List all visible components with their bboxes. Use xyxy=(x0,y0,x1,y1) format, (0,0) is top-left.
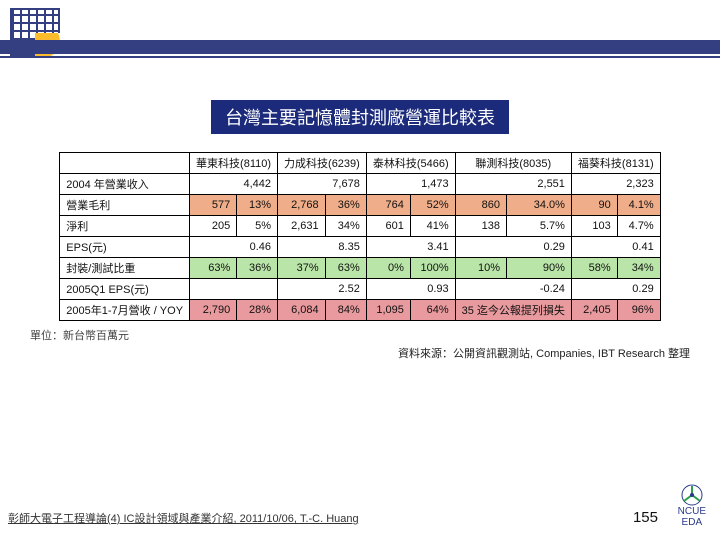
slide-content: 台灣主要記憶體封測廠營運比較表 華東科技(8110)力成科技(6239)泰林科技… xyxy=(0,100,720,361)
table-cell: 28% xyxy=(237,300,278,321)
table-cell: 2,631 xyxy=(278,216,326,237)
table-cell: 36% xyxy=(237,258,278,279)
table-cell: 601 xyxy=(366,216,410,237)
table-cell: 0.41 xyxy=(571,237,660,258)
table-cell: 63% xyxy=(325,258,366,279)
table-cell: 4.1% xyxy=(617,195,660,216)
table-cell: 5% xyxy=(237,216,278,237)
table-cell: 2,790 xyxy=(190,300,237,321)
table-cell: 96% xyxy=(617,300,660,321)
table-cell: 36% xyxy=(325,195,366,216)
table-cell: 64% xyxy=(410,300,455,321)
table-cell: 860 xyxy=(455,195,506,216)
footer: 彰師大電子工程導論(4) IC設計領域與產業介紹, 2011/10/06, T.… xyxy=(0,498,720,528)
table-cell: 2,551 xyxy=(455,174,571,195)
col-header xyxy=(60,153,190,174)
table-cell: 34.0% xyxy=(507,195,572,216)
col-header: 力成科技(6239) xyxy=(278,153,367,174)
page-number: 155 xyxy=(633,509,658,526)
table-cell: 103 xyxy=(571,216,617,237)
table-cell: 2.52 xyxy=(278,279,367,300)
row-label: 封裝/測試比重 xyxy=(60,258,190,279)
row-label: 營業毛利 xyxy=(60,195,190,216)
table-cell: 1,473 xyxy=(366,174,455,195)
table-cell: 6,084 xyxy=(278,300,326,321)
table-cell: 63% xyxy=(190,258,237,279)
table-cell: 0.93 xyxy=(366,279,455,300)
table-cell: -0.24 xyxy=(455,279,571,300)
table-cell: 35 迄今公報提列損失 xyxy=(455,300,571,321)
table-cell: 8.35 xyxy=(278,237,367,258)
table-cell: 52% xyxy=(410,195,455,216)
comparison-table: 華東科技(8110)力成科技(6239)泰林科技(5466)聯測科技(8035)… xyxy=(59,152,660,321)
table-cell: 2,768 xyxy=(278,195,326,216)
table-cell: 7,678 xyxy=(278,174,367,195)
col-header: 泰林科技(5466) xyxy=(366,153,455,174)
source-note: 資料來源：公開資訊觀測站, Companies, IBT Research 整理 xyxy=(0,345,690,361)
footer-logo: NCUE EDA xyxy=(678,484,706,528)
col-header: 聯測科技(8035) xyxy=(455,153,571,174)
row-label: 2004 年營業收入 xyxy=(60,174,190,195)
table-cell: 2,323 xyxy=(571,174,660,195)
row-label: 2005Q1 EPS(元) xyxy=(60,279,190,300)
table-cell: 58% xyxy=(571,258,617,279)
table-cell: 205 xyxy=(190,216,237,237)
table-cell: 577 xyxy=(190,195,237,216)
table-cell: 764 xyxy=(366,195,410,216)
col-header: 福葵科技(8131) xyxy=(571,153,660,174)
col-header: 華東科技(8110) xyxy=(190,153,278,174)
top-divider xyxy=(0,40,720,54)
table-cell: 2,405 xyxy=(571,300,617,321)
table-cell xyxy=(190,279,278,300)
table-cell: 10% xyxy=(455,258,506,279)
unit-note: 單位：新台幣百萬元 xyxy=(30,327,720,343)
table-cell: 4,442 xyxy=(190,174,278,195)
table-cell: 100% xyxy=(410,258,455,279)
table-cell: 84% xyxy=(325,300,366,321)
table-cell: 0% xyxy=(366,258,410,279)
table-cell: 13% xyxy=(237,195,278,216)
table-cell: 0.29 xyxy=(455,237,571,258)
slide-title: 台灣主要記憶體封測廠營運比較表 xyxy=(211,100,509,134)
table-cell: 34% xyxy=(325,216,366,237)
table-cell: 0.46 xyxy=(190,237,278,258)
table-cell: 138 xyxy=(455,216,506,237)
table-cell: 37% xyxy=(278,258,326,279)
table-cell: 0.29 xyxy=(571,279,660,300)
row-label: EPS(元) xyxy=(60,237,190,258)
table-cell: 90 xyxy=(571,195,617,216)
table-cell: 3.41 xyxy=(366,237,455,258)
table-cell: 90% xyxy=(507,258,572,279)
row-label: 2005年1-7月營收 / YOY xyxy=(60,300,190,321)
footer-text: 彰師大電子工程導論(4) IC設計領域與產業介紹, 2011/10/06, T.… xyxy=(8,510,359,526)
row-label: 淨利 xyxy=(60,216,190,237)
footer-logo-label-top: NCUE xyxy=(678,506,706,517)
table-cell: 5.7% xyxy=(507,216,572,237)
footer-logo-label-bottom: EDA xyxy=(682,517,703,528)
table-cell: 1,095 xyxy=(366,300,410,321)
table-cell: 41% xyxy=(410,216,455,237)
table-cell: 34% xyxy=(617,258,660,279)
table-cell: 4.7% xyxy=(617,216,660,237)
